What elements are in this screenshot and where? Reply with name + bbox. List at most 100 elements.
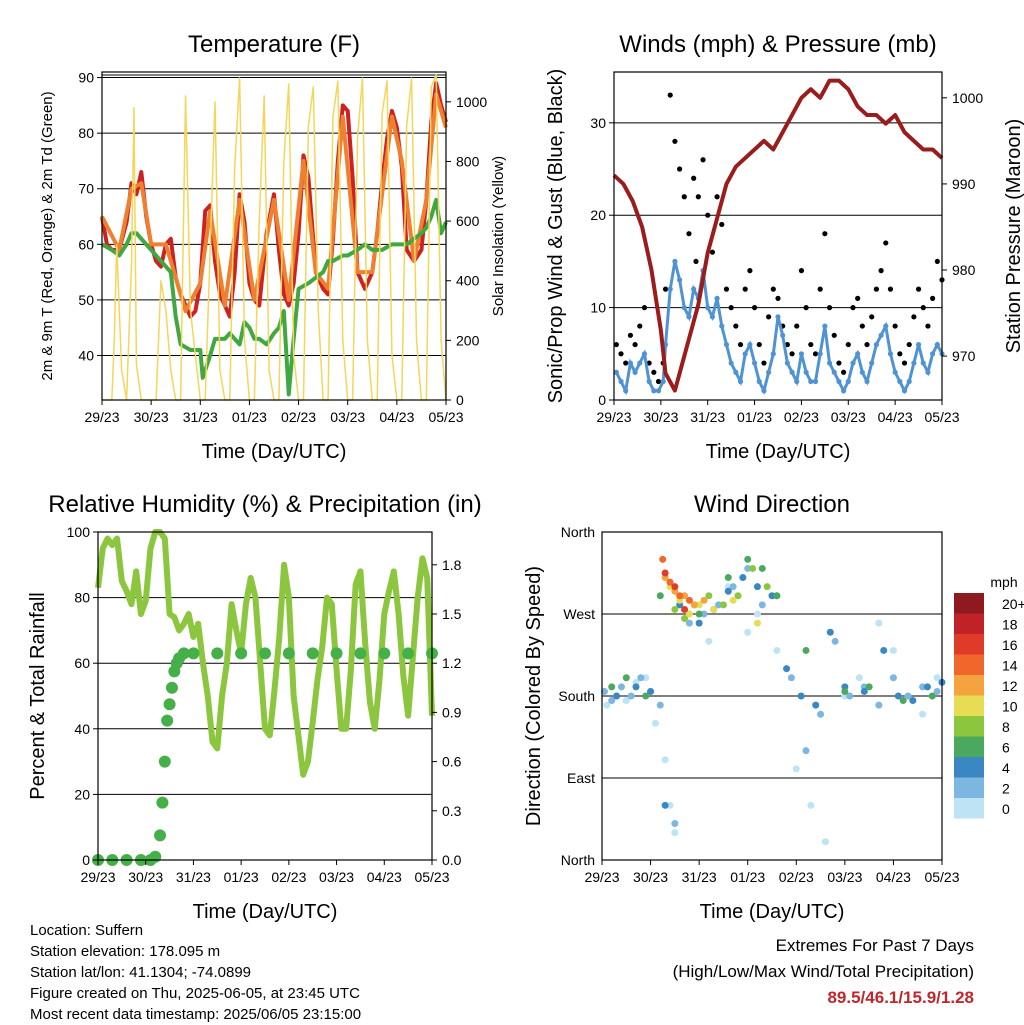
data-point [306, 647, 319, 660]
x-tick-label: 03/23 [827, 869, 862, 885]
legend-label: 16 [1002, 637, 1018, 653]
data-point [901, 360, 908, 366]
x-tick-label: 29/23 [584, 869, 619, 885]
data-point [608, 697, 616, 705]
x-tick-label: 30/23 [643, 409, 678, 425]
y-tick-label: South [558, 688, 595, 704]
y-tick-label: 90 [78, 70, 94, 86]
data-point [744, 628, 752, 636]
data-point [920, 305, 926, 311]
x-tick-label: 04/23 [379, 409, 414, 425]
data-point [622, 674, 630, 682]
series-line [100, 92, 448, 314]
data-point [632, 341, 638, 348]
y-tick-label-right: 800 [456, 153, 480, 169]
data-point [864, 341, 870, 348]
station-elevation: Station elevation: 178.095 m [30, 943, 221, 960]
data-point [794, 323, 800, 329]
extremes-values: 89.5/46.1/15.9/1.28 [827, 988, 974, 1007]
data-point [623, 360, 629, 366]
data-point [919, 710, 927, 718]
data-point [617, 683, 625, 691]
data-point [923, 683, 931, 691]
y-axis-label: Direction (Colored By Speed) [523, 566, 545, 826]
data-point [749, 564, 757, 572]
data-point [642, 692, 650, 700]
legend-label: 12 [1002, 678, 1018, 694]
legend-swatch [954, 798, 984, 819]
data-point [666, 578, 674, 586]
data-point [812, 351, 819, 357]
data-point [641, 305, 648, 311]
station-location: Location: Suffern [30, 922, 144, 939]
data-point [705, 637, 713, 645]
data-point [734, 592, 742, 600]
data-point [659, 555, 667, 563]
y-tick-label: 60 [74, 655, 90, 671]
x-tick-label: 01/23 [730, 869, 765, 885]
data-point [925, 323, 931, 329]
x-tick-label: 31/23 [682, 869, 717, 885]
data-point [934, 258, 940, 265]
data-point [742, 286, 748, 292]
x-tick-label: 03/23 [330, 409, 365, 425]
data-point [603, 701, 611, 709]
data-point [705, 212, 711, 218]
data-point [666, 801, 674, 809]
data-point [812, 701, 820, 709]
data-point [865, 683, 873, 691]
data-point [761, 360, 767, 366]
legend-label: 0 [1002, 801, 1010, 817]
data-point [187, 647, 200, 660]
data-point [817, 286, 823, 292]
data-point [855, 674, 863, 682]
x-tick-label: 04/23 [367, 869, 402, 885]
y-axis-label-right: Station Pressure (Maroon) [1003, 119, 1024, 354]
y-tick-label-right: 990 [952, 176, 976, 192]
y-tick-label: 30 [590, 115, 606, 131]
x-tick-label: 03/23 [319, 869, 354, 885]
data-point [156, 796, 169, 809]
data-point [817, 710, 825, 718]
data-point [695, 194, 701, 200]
data-point [681, 592, 689, 600]
data-point [822, 231, 828, 237]
data-point [747, 268, 753, 274]
data-point [729, 583, 737, 591]
y-tick-label-right: 0 [456, 392, 464, 408]
legend-label: 14 [1002, 658, 1018, 674]
data-point [744, 555, 752, 563]
legend-label: 10 [1002, 699, 1018, 715]
x-tick-label: 01/23 [232, 409, 267, 425]
legend-swatch [954, 695, 984, 716]
legend-label: 20+ [1002, 596, 1024, 612]
data-point [737, 341, 744, 348]
data-point [744, 564, 752, 572]
y-axis-label: 2m & 9m T (Red, Orange) & 2m Td (Green) [39, 91, 56, 380]
data-point [647, 687, 655, 695]
data-point [691, 175, 697, 181]
data-point [787, 674, 795, 682]
x-tick-label: 01/23 [224, 869, 259, 885]
data-point [378, 647, 391, 660]
data-point [651, 719, 659, 727]
data-point [402, 647, 415, 660]
data-point [773, 646, 781, 654]
y-tick-label: 60 [78, 236, 94, 252]
data-point [850, 305, 856, 311]
plot-frame [601, 531, 943, 861]
x-tick-label: 05/23 [924, 409, 959, 425]
data-point [919, 683, 927, 691]
data-point [915, 286, 922, 292]
data-point [897, 351, 903, 357]
data-point [724, 587, 732, 595]
data-point [753, 610, 761, 618]
data-point [873, 286, 880, 292]
x-tick-label: 30/23 [633, 869, 668, 885]
y-tick-label-right: 0.6 [442, 754, 462, 770]
data-point [933, 674, 941, 682]
x-axis-label: Time (Day/UTC) [193, 901, 338, 923]
data-point [756, 341, 762, 348]
data-point [802, 747, 810, 755]
data-point [600, 687, 608, 695]
